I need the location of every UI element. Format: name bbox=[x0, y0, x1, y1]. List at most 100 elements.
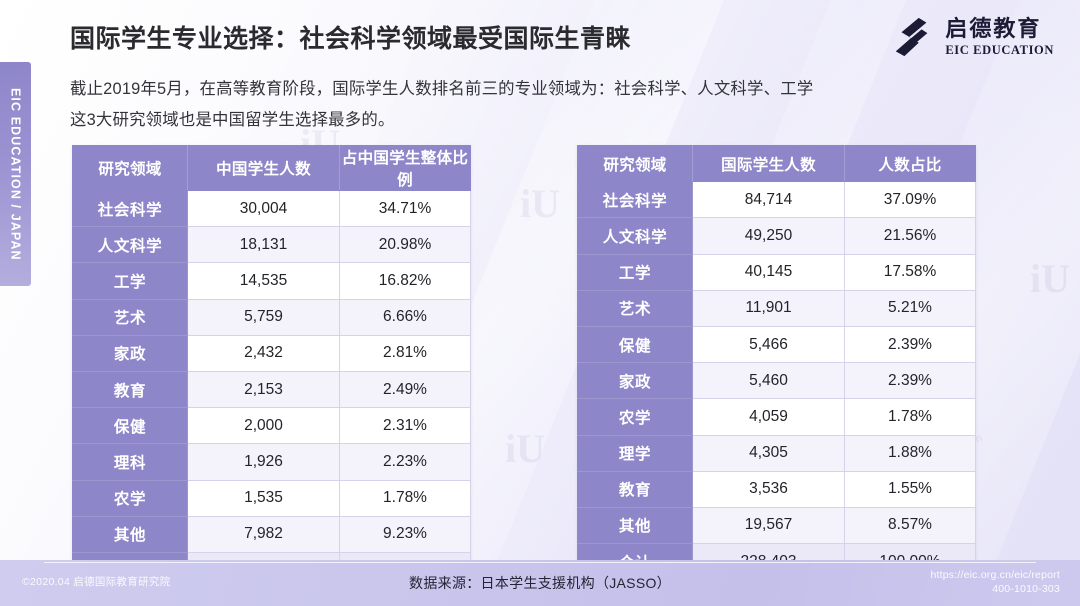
cell-share: 2.39% bbox=[844, 325, 976, 364]
cell-share: 1.78% bbox=[844, 398, 976, 436]
column-header-share: 人数占比 bbox=[844, 144, 976, 183]
cell-field: 社会科学 bbox=[72, 189, 188, 228]
footer-url[interactable]: https://eic.org.cn/eic/report bbox=[930, 569, 1060, 581]
cell-share: 2.81% bbox=[339, 334, 471, 372]
footer-data-source: 数据来源：日本学生支援机构（JASSO） bbox=[409, 575, 671, 591]
watermark-glyph: iU bbox=[520, 181, 560, 226]
table-row: 工学 14,535 16.82% bbox=[72, 262, 471, 300]
cell-share: 1.88% bbox=[844, 434, 976, 472]
cell-share: 2.39% bbox=[844, 362, 976, 400]
table-international-students: 研究领域 国际学生人数 人数占比 社会科学 84,714 37.09% 人文科学… bbox=[577, 144, 976, 581]
footer-contact: https://eic.org.cn/eic/report 400-1010-3… bbox=[930, 568, 1060, 596]
cell-share: 2.49% bbox=[339, 370, 471, 409]
cell-count: 4,059 bbox=[692, 398, 845, 436]
footer-divider bbox=[44, 562, 1036, 563]
cell-count: 5,759 bbox=[187, 298, 340, 336]
logo-title-cn: 启德教育 bbox=[945, 15, 1042, 41]
cell-share: 20.98% bbox=[339, 226, 471, 264]
cell-field: 家政 bbox=[72, 334, 188, 372]
cell-count: 5,466 bbox=[692, 325, 845, 364]
cell-share: 9.23% bbox=[339, 515, 471, 553]
cell-share: 16.82% bbox=[339, 262, 471, 300]
watermark-glyph: iU bbox=[505, 426, 545, 471]
cell-field: 其他 bbox=[577, 506, 693, 545]
subtitle-line-2: 这3大研究领域也是中国留学生选择最多的。 bbox=[70, 111, 395, 129]
cell-count: 49,250 bbox=[692, 217, 845, 255]
cell-count: 1,926 bbox=[187, 443, 340, 481]
cell-field: 农学 bbox=[577, 398, 693, 436]
side-tab: EIC EDUCATION / JAPAN bbox=[0, 62, 31, 286]
footer-copyright: ©2020.04 启德国际教育研究院 bbox=[22, 576, 171, 588]
cell-field: 教育 bbox=[72, 370, 188, 409]
cell-field: 家政 bbox=[577, 362, 693, 400]
table-row: 保健 5,466 2.39% bbox=[577, 325, 976, 364]
table-body: 社会科学 30,004 34.71% 人文科学 18,131 20.98% 工学… bbox=[72, 189, 471, 590]
cell-field: 理科 bbox=[72, 443, 188, 481]
table-row: 教育 2,153 2.49% bbox=[72, 370, 471, 409]
table-row: 社会科学 30,004 34.71% bbox=[72, 189, 471, 228]
table-header-row: 研究领域 国际学生人数 人数占比 bbox=[577, 144, 976, 183]
cell-field: 艺术 bbox=[577, 289, 693, 327]
table-header: 研究领域 国际学生人数 人数占比 bbox=[577, 144, 976, 183]
table-header: 研究领域 中国学生人数 占中国学生整体比例 bbox=[72, 145, 471, 191]
cell-field: 工学 bbox=[72, 262, 188, 300]
table-row: 理科 1,926 2.23% bbox=[72, 443, 471, 481]
table-row: 人文科学 18,131 20.98% bbox=[72, 226, 471, 264]
cell-count: 84,714 bbox=[692, 181, 845, 219]
logo-text: 启德教育 EIC EDUCATION bbox=[945, 15, 1054, 57]
table-row: 艺术 5,759 6.66% bbox=[72, 298, 471, 336]
table-row: 工学 40,145 17.58% bbox=[577, 253, 976, 291]
table-row: 艺术 11,901 5.21% bbox=[577, 289, 976, 327]
page-subtitle: 截止2019年5月，在高等教育阶段，国际学生人数排名前三的专业领域为：社会科学、… bbox=[70, 74, 950, 136]
cell-field: 工学 bbox=[577, 253, 693, 291]
cell-count: 5,460 bbox=[692, 362, 845, 400]
cell-count: 11,901 bbox=[692, 289, 845, 327]
logo-title-en: EIC EDUCATION bbox=[945, 42, 1054, 57]
cell-count: 14,535 bbox=[187, 262, 340, 300]
watermark-glyph: iU bbox=[1030, 256, 1070, 301]
column-header-field: 研究领域 bbox=[577, 144, 693, 183]
cell-share: 5.21% bbox=[844, 289, 976, 327]
page-title: 国际学生专业选择：社会科学领域最受国际生青睐 bbox=[70, 25, 632, 53]
column-header-count: 国际学生人数 bbox=[692, 144, 845, 183]
cell-count: 3,536 bbox=[692, 470, 845, 508]
cell-share: 34.71% bbox=[339, 189, 471, 228]
table-row: 教育 3,536 1.55% bbox=[577, 470, 976, 508]
cell-count: 2,000 bbox=[187, 407, 340, 445]
side-tab-label: EIC EDUCATION / JAPAN bbox=[8, 87, 23, 261]
cell-share: 21.56% bbox=[844, 217, 976, 255]
cell-count: 40,145 bbox=[692, 253, 845, 291]
table-row: 保健 2,000 2.31% bbox=[72, 407, 471, 445]
cell-count: 2,153 bbox=[187, 370, 340, 409]
table-row: 其他 7,982 9.23% bbox=[72, 515, 471, 553]
cell-count: 19,567 bbox=[692, 506, 845, 545]
cell-field: 人文科学 bbox=[577, 217, 693, 255]
table-row: 理学 4,305 1.88% bbox=[577, 434, 976, 472]
cell-share: 2.23% bbox=[339, 443, 471, 481]
cell-share: 1.55% bbox=[844, 470, 976, 508]
cell-field: 理学 bbox=[577, 434, 693, 472]
footer-bar: ©2020.04 启德国际教育研究院 数据来源：日本学生支援机构（JASSO） … bbox=[0, 560, 1080, 606]
column-header-count: 中国学生人数 bbox=[187, 145, 340, 191]
cell-field: 社会科学 bbox=[577, 181, 693, 219]
table-row: 家政 5,460 2.39% bbox=[577, 362, 976, 400]
cell-count: 1,535 bbox=[187, 479, 340, 517]
eic-logo-mark-icon bbox=[896, 17, 928, 57]
column-header-share: 占中国学生整体比例 bbox=[339, 145, 471, 191]
subtitle-line-1: 截止2019年5月，在高等教育阶段，国际学生人数排名前三的专业领域为：社会科学、… bbox=[70, 80, 814, 98]
cell-count: 7,982 bbox=[187, 515, 340, 553]
table-china-students: 研究领域 中国学生人数 占中国学生整体比例 社会科学 30,004 34.71%… bbox=[72, 145, 471, 590]
table-row: 农学 4,059 1.78% bbox=[577, 398, 976, 436]
cell-count: 30,004 bbox=[187, 189, 340, 228]
cell-share: 37.09% bbox=[844, 181, 976, 219]
table-row: 农学 1,535 1.78% bbox=[72, 479, 471, 517]
cell-count: 4,305 bbox=[692, 434, 845, 472]
table-header-row: 研究领域 中国学生人数 占中国学生整体比例 bbox=[72, 145, 471, 191]
cell-share: 2.31% bbox=[339, 407, 471, 445]
table-row: 人文科学 49,250 21.56% bbox=[577, 217, 976, 255]
cell-field: 人文科学 bbox=[72, 226, 188, 264]
table-row: 其他 19,567 8.57% bbox=[577, 506, 976, 545]
cell-field: 教育 bbox=[577, 470, 693, 508]
cell-share: 1.78% bbox=[339, 479, 471, 517]
